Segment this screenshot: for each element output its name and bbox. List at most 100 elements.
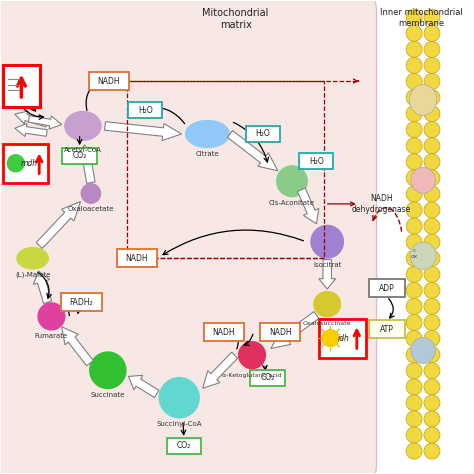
Text: H₂O: H₂O <box>138 106 153 115</box>
Circle shape <box>406 170 422 186</box>
Circle shape <box>424 73 440 90</box>
FancyBboxPatch shape <box>369 320 405 338</box>
Polygon shape <box>298 188 319 224</box>
FancyBboxPatch shape <box>300 154 333 169</box>
Text: NADH: NADH <box>212 328 235 337</box>
Circle shape <box>424 315 440 330</box>
Polygon shape <box>78 145 95 183</box>
Circle shape <box>424 41 440 57</box>
Ellipse shape <box>37 302 65 330</box>
FancyBboxPatch shape <box>260 323 301 341</box>
Text: Succinyl-CoA: Succinyl-CoA <box>156 421 202 428</box>
Circle shape <box>424 443 440 459</box>
Circle shape <box>406 218 422 234</box>
Polygon shape <box>203 352 237 388</box>
Circle shape <box>406 122 422 138</box>
Ellipse shape <box>89 351 127 389</box>
Text: CO₂: CO₂ <box>260 374 274 383</box>
Circle shape <box>406 363 422 379</box>
Text: c
ox: c ox <box>410 248 418 259</box>
Text: ATP: ATP <box>380 325 394 334</box>
Ellipse shape <box>158 377 200 419</box>
Ellipse shape <box>411 337 435 364</box>
Ellipse shape <box>313 291 341 318</box>
Circle shape <box>424 9 440 25</box>
Circle shape <box>424 299 440 315</box>
Circle shape <box>406 25 422 41</box>
Circle shape <box>7 155 24 172</box>
Text: NADH: NADH <box>98 76 120 85</box>
Text: ADP: ADP <box>379 283 395 292</box>
Polygon shape <box>128 375 159 398</box>
Circle shape <box>424 363 440 379</box>
FancyBboxPatch shape <box>166 438 201 454</box>
Circle shape <box>424 283 440 299</box>
Polygon shape <box>62 327 93 366</box>
Text: Succinate: Succinate <box>91 392 125 398</box>
Circle shape <box>406 283 422 299</box>
Circle shape <box>424 379 440 395</box>
Ellipse shape <box>238 341 266 369</box>
FancyBboxPatch shape <box>117 249 157 267</box>
Circle shape <box>424 411 440 427</box>
FancyBboxPatch shape <box>62 148 97 164</box>
Circle shape <box>424 234 440 250</box>
Circle shape <box>406 250 422 266</box>
Text: H₂O: H₂O <box>309 157 324 166</box>
Text: NADH: NADH <box>126 254 148 263</box>
Circle shape <box>406 427 422 443</box>
Ellipse shape <box>411 167 435 193</box>
Circle shape <box>406 202 422 218</box>
Circle shape <box>406 57 422 73</box>
Circle shape <box>406 395 422 411</box>
Circle shape <box>424 186 440 202</box>
Text: NADH: NADH <box>269 328 292 337</box>
FancyBboxPatch shape <box>61 293 102 311</box>
Bar <box>127 81 324 258</box>
FancyBboxPatch shape <box>3 65 40 107</box>
Polygon shape <box>228 131 278 171</box>
Text: Cis-Aconitate: Cis-Aconitate <box>269 200 315 206</box>
Polygon shape <box>34 271 52 303</box>
Circle shape <box>406 266 422 283</box>
Text: NADH
dehydrogenase: NADH dehydrogenase <box>352 194 411 214</box>
Ellipse shape <box>310 225 344 259</box>
FancyBboxPatch shape <box>0 0 376 474</box>
Circle shape <box>424 427 440 443</box>
Text: Inner mitochondrial
membrane: Inner mitochondrial membrane <box>380 8 463 28</box>
Circle shape <box>424 202 440 218</box>
Circle shape <box>322 329 339 346</box>
Circle shape <box>424 218 440 234</box>
Text: CO₂: CO₂ <box>73 151 87 160</box>
FancyBboxPatch shape <box>319 319 366 357</box>
Text: Oxaloacetate: Oxaloacetate <box>68 206 114 212</box>
Circle shape <box>406 186 422 202</box>
Text: Mitochondrial
matrix: Mitochondrial matrix <box>202 8 269 30</box>
Circle shape <box>406 106 422 122</box>
Text: α-Ketoglutaric acid: α-Ketoglutaric acid <box>222 373 282 378</box>
Circle shape <box>406 234 422 250</box>
Text: Citrate: Citrate <box>196 151 219 156</box>
Circle shape <box>424 25 440 41</box>
Ellipse shape <box>64 111 102 141</box>
Polygon shape <box>36 201 81 248</box>
Ellipse shape <box>410 84 437 115</box>
Text: H₂O: H₂O <box>255 129 270 138</box>
Ellipse shape <box>276 165 308 197</box>
Ellipse shape <box>410 242 436 270</box>
Text: CO₂: CO₂ <box>177 441 191 450</box>
Circle shape <box>406 346 422 363</box>
Polygon shape <box>15 111 48 127</box>
Circle shape <box>406 41 422 57</box>
Circle shape <box>424 138 440 154</box>
Circle shape <box>406 443 422 459</box>
Text: FADH₂: FADH₂ <box>70 298 93 307</box>
Circle shape <box>424 395 440 411</box>
Ellipse shape <box>81 183 101 204</box>
Polygon shape <box>319 260 336 289</box>
Circle shape <box>424 90 440 106</box>
Polygon shape <box>105 122 182 140</box>
Circle shape <box>424 106 440 122</box>
Circle shape <box>406 73 422 90</box>
FancyBboxPatch shape <box>246 126 280 142</box>
